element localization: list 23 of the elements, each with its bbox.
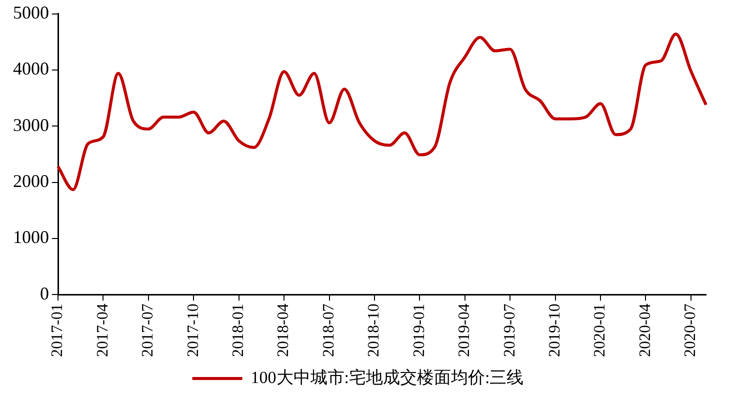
y-tick-label: 3000 <box>13 114 49 135</box>
x-tick-label: 2019-10 <box>546 304 564 357</box>
x-tick-label: 2020-04 <box>636 304 654 357</box>
x-tick-label: 2018-07 <box>320 304 338 357</box>
x-tick-label: 2019-04 <box>456 304 474 357</box>
y-tick-label: 1000 <box>13 227 49 248</box>
y-tick-label: 4000 <box>13 58 49 79</box>
x-tick-label: 2017-10 <box>184 304 202 357</box>
x-tick-label: 2018-04 <box>275 304 292 357</box>
x-tick-label: 2018-10 <box>366 304 383 357</box>
x-tick-label: 2017-01 <box>49 304 66 357</box>
x-tick-label: 2017-07 <box>140 304 157 357</box>
x-tick-label: 2019-01 <box>410 304 428 357</box>
legend-label: 100大中城市:宅地成交楼面均价:三线 <box>250 368 524 387</box>
x-tick-label: 2020-07 <box>682 304 700 357</box>
x-tick-label: 2017-04 <box>94 304 112 357</box>
x-tick-label: 2020-01 <box>592 304 609 357</box>
line-series <box>56 32 708 192</box>
y-tick-label: 0 <box>40 283 49 304</box>
y-tick-label: 2000 <box>13 171 49 192</box>
x-tick-label: 2019-07 <box>501 304 518 357</box>
y-tick-label: 5000 <box>13 2 49 23</box>
x-tick-label: 2018-01 <box>230 304 248 357</box>
